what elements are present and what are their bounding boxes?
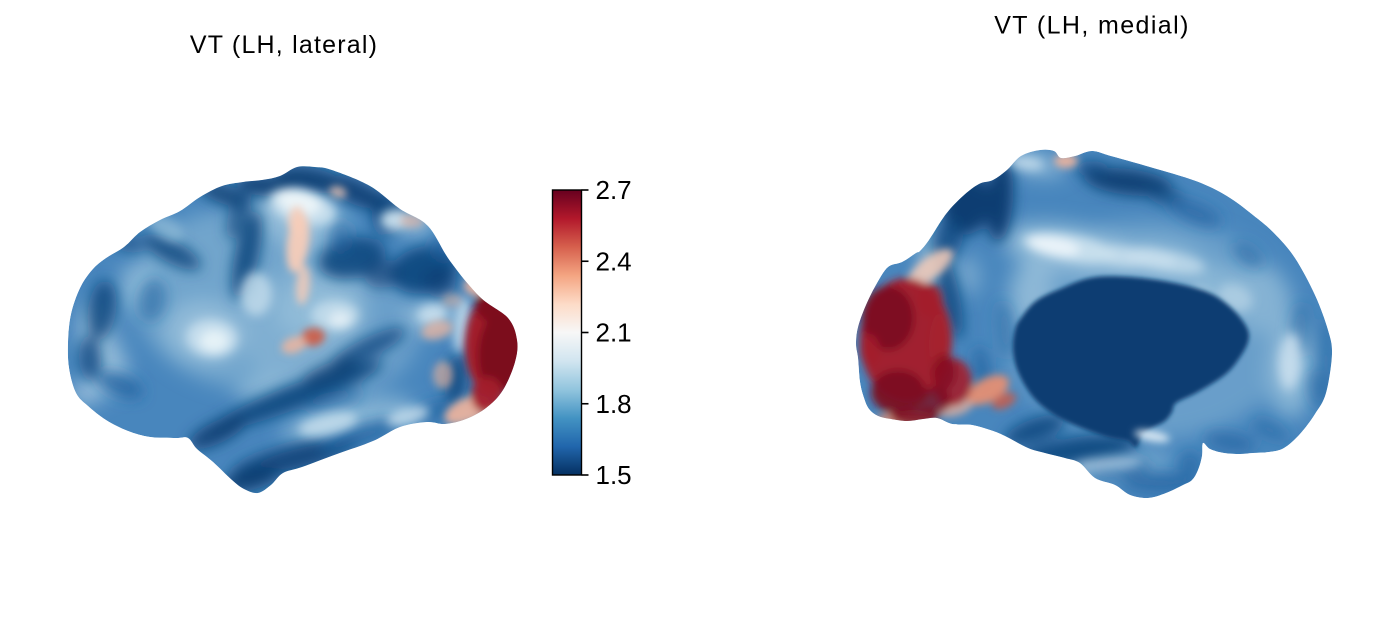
- svg-text:2.7: 2.7: [596, 175, 632, 205]
- svg-text:VT (LH, lateral): VT (LH, lateral): [190, 31, 378, 59]
- svg-text:1.8: 1.8: [596, 389, 632, 419]
- svg-text:1.5: 1.5: [596, 460, 632, 490]
- svg-text:2.4: 2.4: [596, 246, 632, 276]
- svg-text:VT (LH, medial): VT (LH, medial): [994, 12, 1190, 40]
- svg-text:2.1: 2.1: [596, 318, 632, 348]
